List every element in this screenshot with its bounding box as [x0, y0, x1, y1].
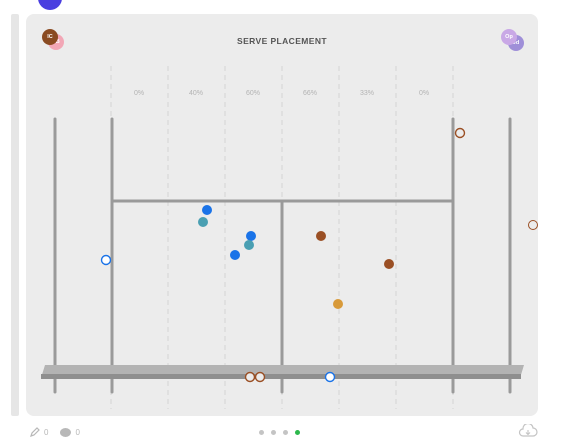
zone-percentage-1: 0% — [133, 90, 145, 97]
comments-count: 0 — [75, 427, 80, 437]
edits-count: 0 — [44, 427, 49, 437]
comment-icon[interactable] — [60, 427, 72, 437]
serve-marker — [230, 250, 240, 260]
page-dot[interactable] — [259, 430, 264, 435]
page-dot[interactable] — [283, 430, 288, 435]
serve-marker-net — [244, 371, 256, 383]
side-panel-handle[interactable] — [11, 14, 19, 416]
app-badge — [38, 0, 62, 10]
page-indicator — [259, 430, 300, 435]
serve-marker-out — [100, 254, 112, 266]
pen-icon[interactable] — [30, 427, 40, 437]
court-diagram — [41, 66, 524, 409]
serve-marker-net — [254, 371, 266, 383]
serve-marker — [202, 205, 212, 215]
serve-marker — [384, 259, 394, 269]
zone-percentage-2: 40% — [188, 90, 203, 97]
activity-counters: 0 0 — [30, 427, 82, 437]
serve-marker — [316, 231, 326, 241]
avatar-opponent-front-right[interactable]: Op — [501, 29, 517, 45]
avatar-player-front-left[interactable]: IC — [42, 29, 58, 45]
serve-marker — [244, 240, 254, 250]
serve-placement-card: SERVE PLACEMENT LB IC Jd Op 0% 40% 60% 6… — [26, 14, 538, 416]
serve-marker — [333, 299, 343, 309]
cloud-download-icon[interactable] — [518, 424, 538, 438]
zone-percentage-6: 0% — [418, 90, 430, 97]
zone-percentage-4: 66% — [302, 90, 317, 97]
page-dot-active[interactable] — [295, 430, 300, 435]
zone-percentage-5: 33% — [359, 90, 374, 97]
serve-marker — [198, 217, 208, 227]
serve-marker-offscreen — [528, 220, 538, 230]
serve-marker — [246, 231, 256, 241]
page-title: SERVE PLACEMENT — [237, 36, 327, 46]
serve-marker-net — [324, 371, 336, 383]
serve-marker-out — [454, 127, 466, 139]
page-dot[interactable] — [271, 430, 276, 435]
zone-percentage-3: 60% — [245, 90, 260, 97]
net-band — [41, 374, 521, 379]
